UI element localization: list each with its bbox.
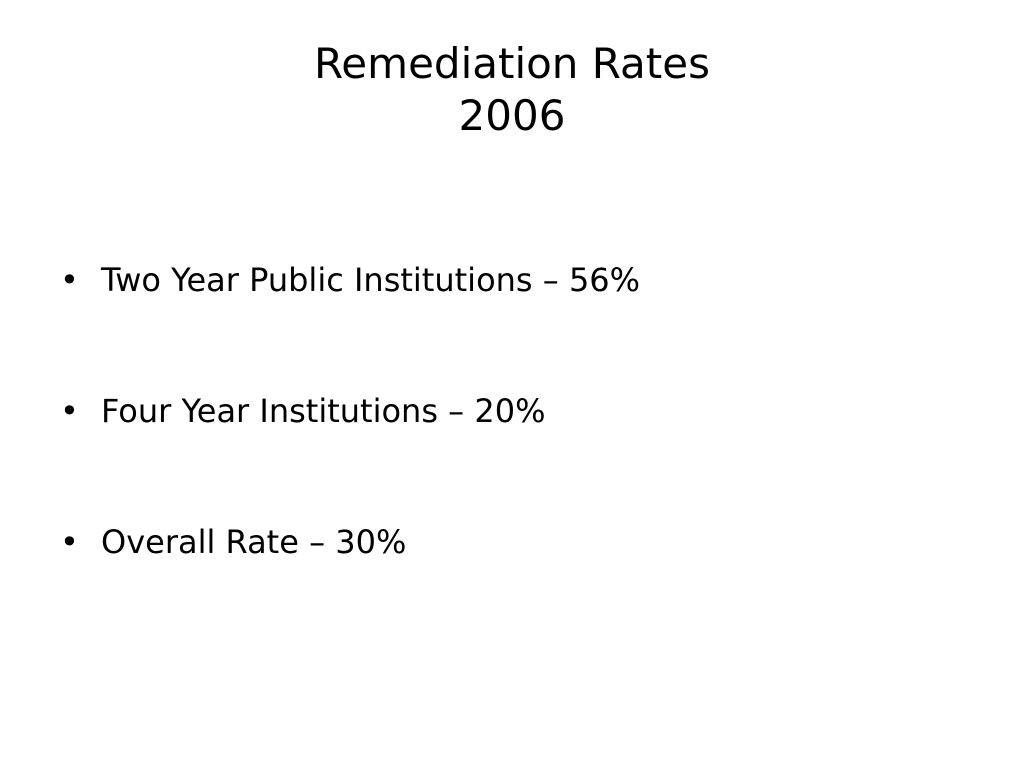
bullet-list: Two Year Public Institutions – 56% Four … [60,250,640,643]
slide-title: Remediation Rates 2006 [0,38,1024,142]
bullet: Overall Rate – 30% [60,512,640,572]
bullet: Four Year Institutions – 20% [60,381,640,441]
title-line: 2006 [458,91,566,140]
title-line: Remediation Rates [314,39,710,88]
bullet: Two Year Public Institutions – 56% [60,250,640,310]
